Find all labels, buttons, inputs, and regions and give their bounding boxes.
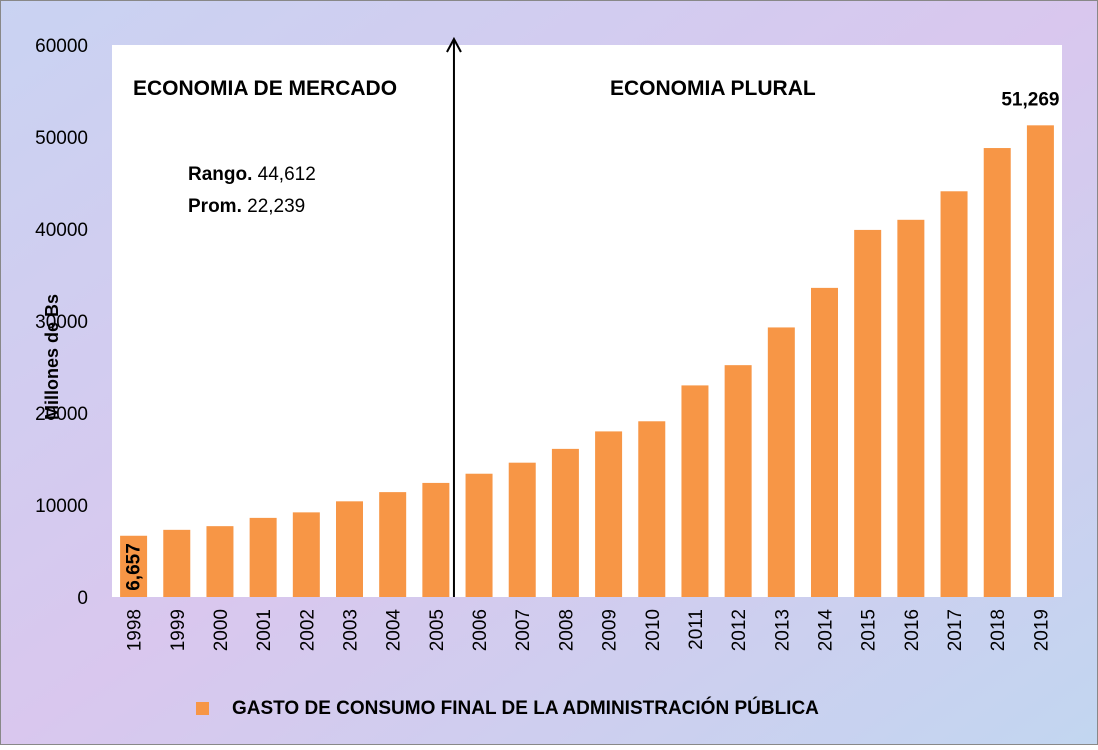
y-tick-label: 40000 [35, 220, 88, 241]
bar [854, 229, 882, 598]
data-label: 6,657 [124, 543, 145, 591]
bar [422, 482, 450, 597]
bar [681, 385, 709, 597]
x-tick-label: 2019 [1031, 609, 1052, 651]
x-tick-label: 2012 [729, 609, 750, 651]
region-label: ECONOMIA DE MERCADO [133, 77, 397, 100]
y-tick-label: 10000 [35, 496, 88, 517]
x-tick-label: 1998 [125, 609, 146, 651]
x-tick-label: 2015 [859, 609, 880, 651]
x-tick-label: 2018 [988, 609, 1009, 651]
bar [120, 535, 148, 597]
y-tick-label: 60000 [35, 36, 88, 57]
data-label: 51,269 [1001, 89, 1059, 110]
x-tick-label: 2005 [427, 609, 448, 651]
bar [767, 327, 795, 597]
legend-swatch [196, 702, 209, 715]
bar [940, 191, 968, 597]
arrow-head [446, 36, 462, 53]
bar [551, 448, 579, 597]
y-axis-label: Millones de Bs [42, 294, 62, 420]
y-tick-label: 30000 [35, 312, 88, 333]
y-tick-label: 50000 [35, 128, 88, 149]
x-tick-label: 2006 [470, 609, 491, 651]
bar [292, 512, 320, 597]
bar [897, 219, 925, 598]
x-tick-label: 2002 [297, 609, 318, 651]
x-tick-label: 2003 [341, 609, 362, 651]
bar [249, 517, 277, 597]
bar [465, 473, 493, 597]
prom-label: Prom. [188, 196, 242, 217]
bar [983, 148, 1011, 598]
x-tick-label: 2008 [556, 609, 577, 651]
x-tick-label: 2016 [902, 609, 923, 651]
x-tick-label: 2010 [643, 609, 664, 651]
bar [336, 501, 363, 597]
region-label: ECONOMIA PLURAL [610, 77, 816, 100]
prom-value: 22,239 [247, 196, 305, 217]
bar [379, 492, 407, 597]
x-tick-label: 2000 [211, 609, 232, 651]
x-tick-label: 2013 [772, 609, 793, 651]
bar [1026, 125, 1054, 598]
bar [595, 431, 623, 597]
bar [163, 529, 191, 597]
rango: Rango. 44,612 [188, 164, 316, 185]
y-tick-label: 20000 [35, 404, 88, 425]
x-tick-label: 2009 [600, 609, 621, 651]
bar [508, 462, 536, 597]
x-tick-label: 1999 [168, 609, 189, 651]
prom: Prom. 22,239 [188, 196, 305, 217]
bar [724, 365, 752, 597]
x-tick-label: 2007 [513, 609, 534, 651]
x-tick-label: 2014 [816, 609, 837, 652]
y-tick-label: 0 [77, 588, 88, 609]
rango-label: Rango. [188, 164, 252, 185]
x-tick-label: 2004 [384, 609, 405, 652]
rango-value: 44,612 [258, 164, 316, 185]
bar [811, 287, 838, 597]
x-tick-label: 2001 [254, 609, 275, 651]
x-tick-label: 2017 [945, 609, 966, 651]
bar [206, 526, 234, 597]
x-tick-label: 2011 [686, 609, 707, 650]
bar [638, 421, 666, 597]
legend-label: GASTO DE CONSUMO FINAL DE LA ADMINISTRAC… [232, 697, 819, 719]
